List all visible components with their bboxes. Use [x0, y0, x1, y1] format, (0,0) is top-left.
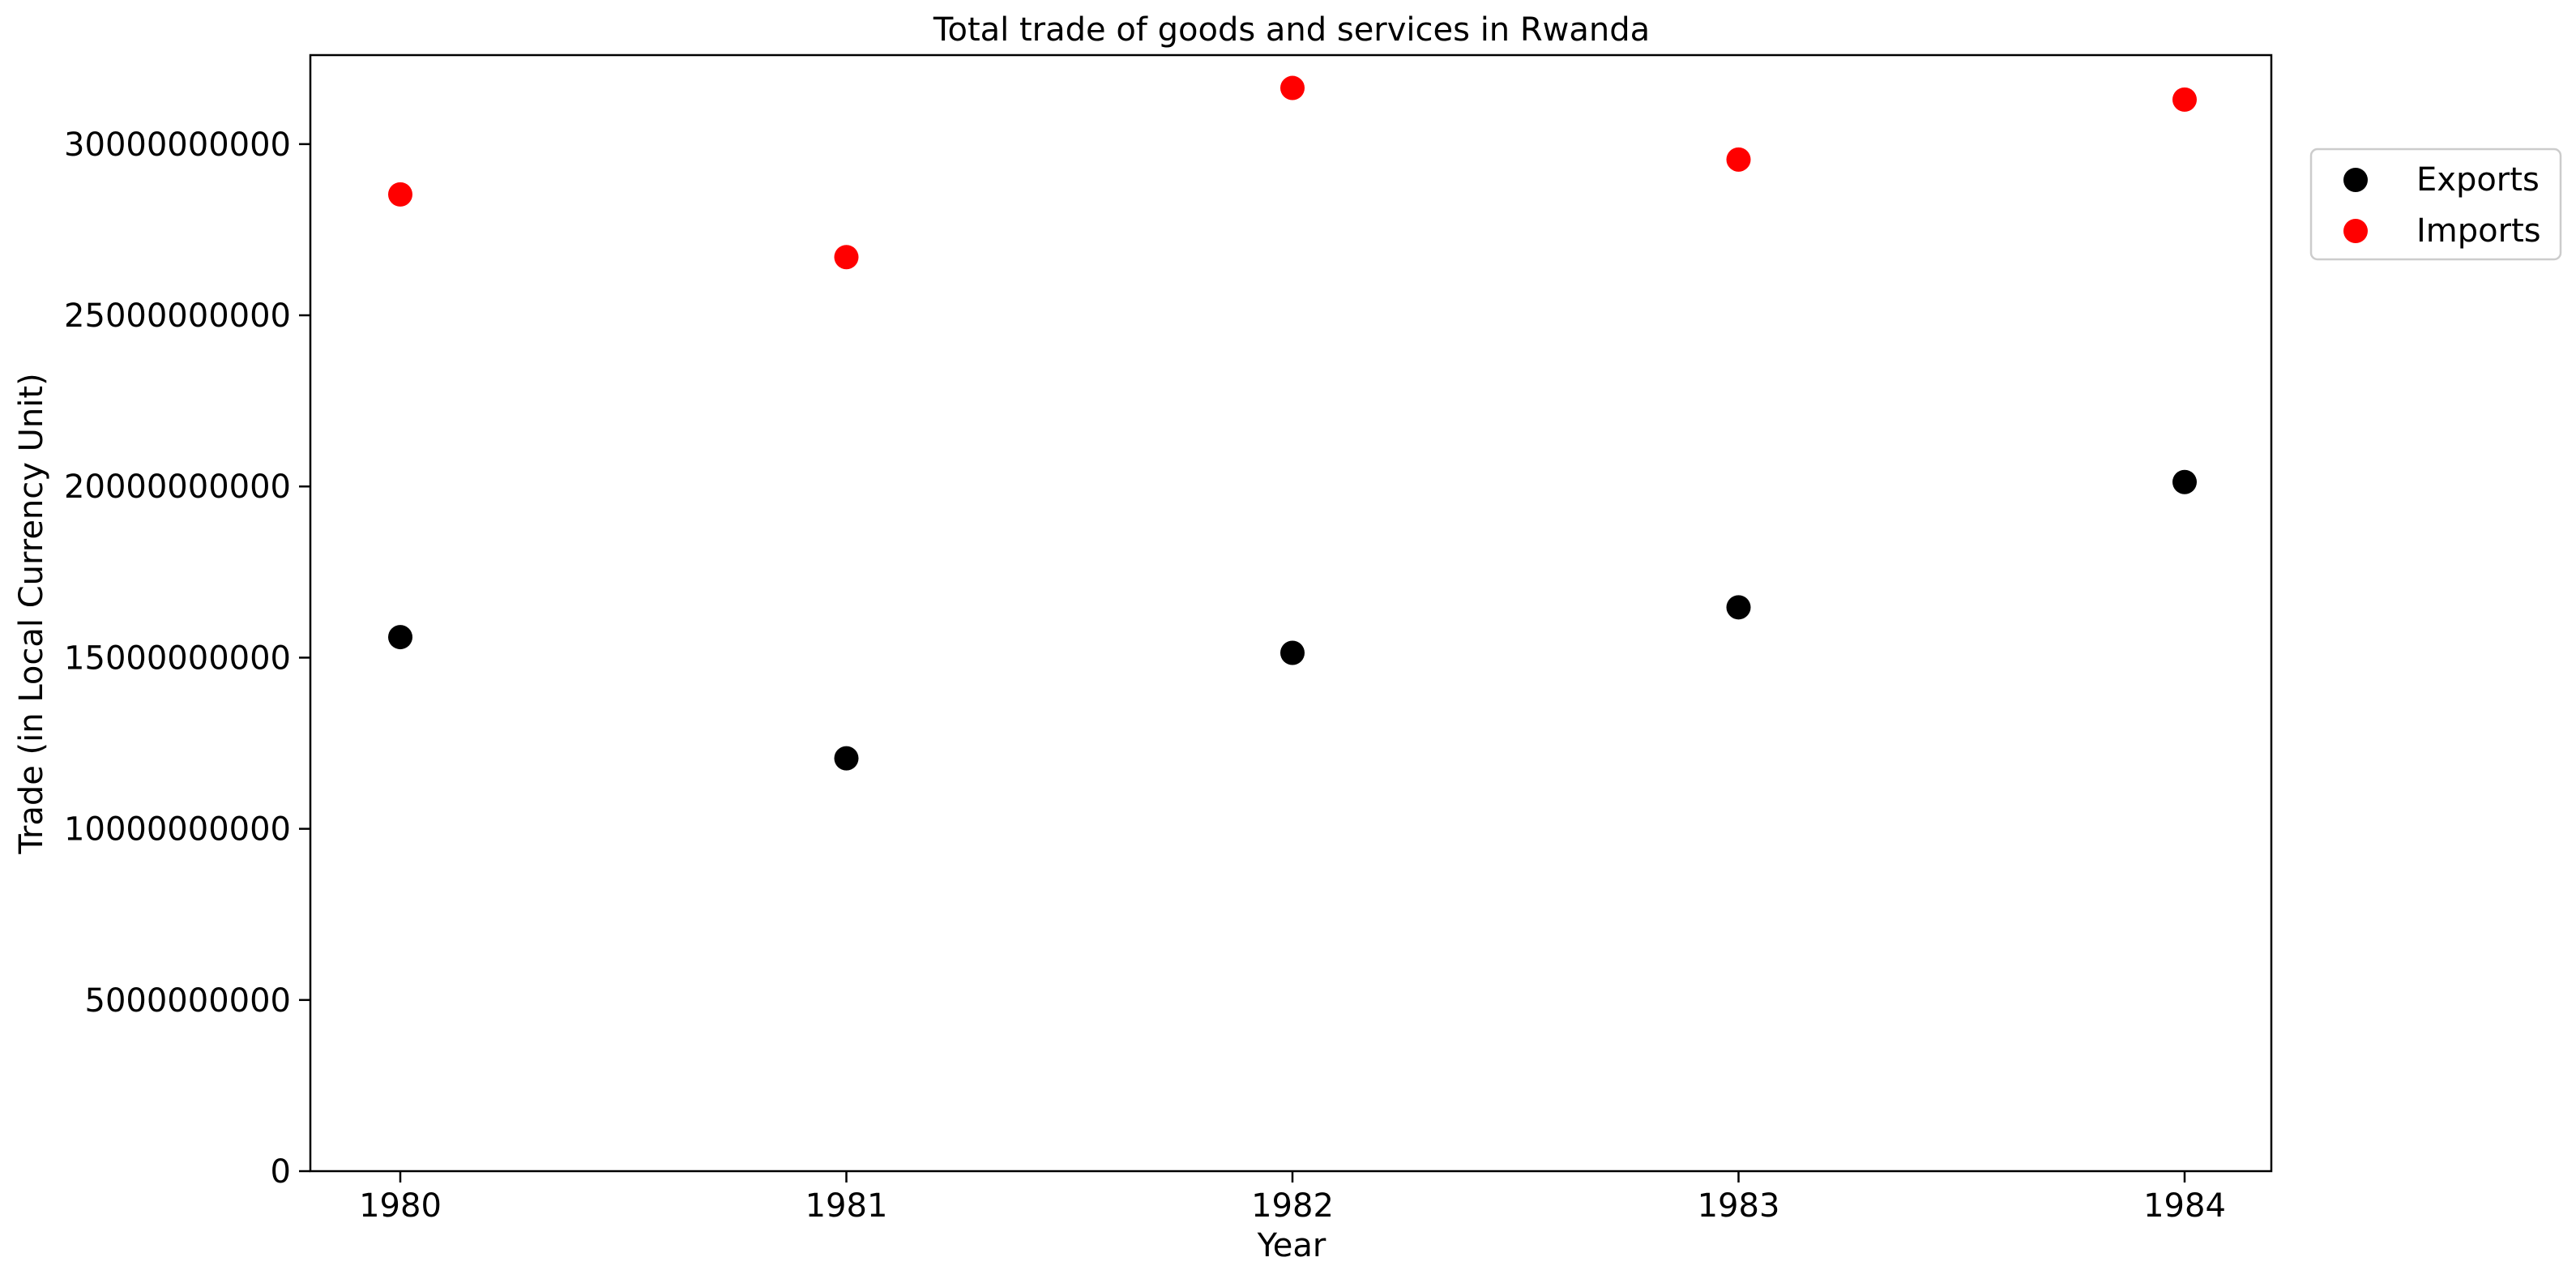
- imports-point: [2172, 87, 2197, 112]
- exports-point: [1280, 640, 1305, 665]
- legend-label-imports: Imports: [2416, 212, 2541, 250]
- legend-marker-exports: [2343, 168, 2368, 192]
- imports-point: [388, 182, 412, 207]
- legend: Exports Imports: [2309, 148, 2562, 261]
- y-tick-label: 20000000000: [64, 468, 291, 506]
- x-tick-label: 1981: [805, 1187, 888, 1225]
- legend-label-exports: Exports: [2416, 161, 2540, 199]
- exports-point: [1726, 595, 1751, 620]
- imports-point: [1726, 147, 1751, 172]
- y-axis-label: Trade (in Local Currency Unit): [13, 373, 50, 854]
- x-tick-label: 1984: [2143, 1187, 2226, 1225]
- y-tick-label: 10000000000: [64, 811, 291, 849]
- x-axis-label: Year: [1257, 1227, 1326, 1264]
- plot-area-frame: [309, 53, 2273, 1173]
- y-tick-label: 25000000000: [64, 297, 291, 335]
- x-tick-label: 1980: [359, 1187, 442, 1225]
- y-tick-label: 15000000000: [64, 639, 291, 677]
- x-tick-label: 1983: [1698, 1187, 1780, 1225]
- y-tick-label: 0: [271, 1153, 291, 1191]
- y-tick-label: 30000000000: [64, 126, 291, 164]
- data-points: [388, 75, 2197, 771]
- exports-point: [388, 625, 412, 650]
- x-tick-label: 1982: [1251, 1187, 1334, 1225]
- x-axis-ticks: 1980 1981 1982 1983 1984: [359, 1171, 2226, 1225]
- y-axis-ticks: 0 5000000000 10000000000 15000000000 2000000…: [64, 126, 310, 1191]
- imports-point: [1280, 75, 1305, 101]
- legend-marker-imports: [2343, 219, 2368, 243]
- legend-frame: [2309, 148, 2562, 261]
- chart-title: Total trade of goods and services in Rwa…: [933, 11, 1650, 49]
- exports-point: [834, 746, 859, 771]
- imports-point: [834, 245, 859, 270]
- exports-point: [2172, 469, 2197, 494]
- y-tick-label: 5000000000: [85, 982, 292, 1020]
